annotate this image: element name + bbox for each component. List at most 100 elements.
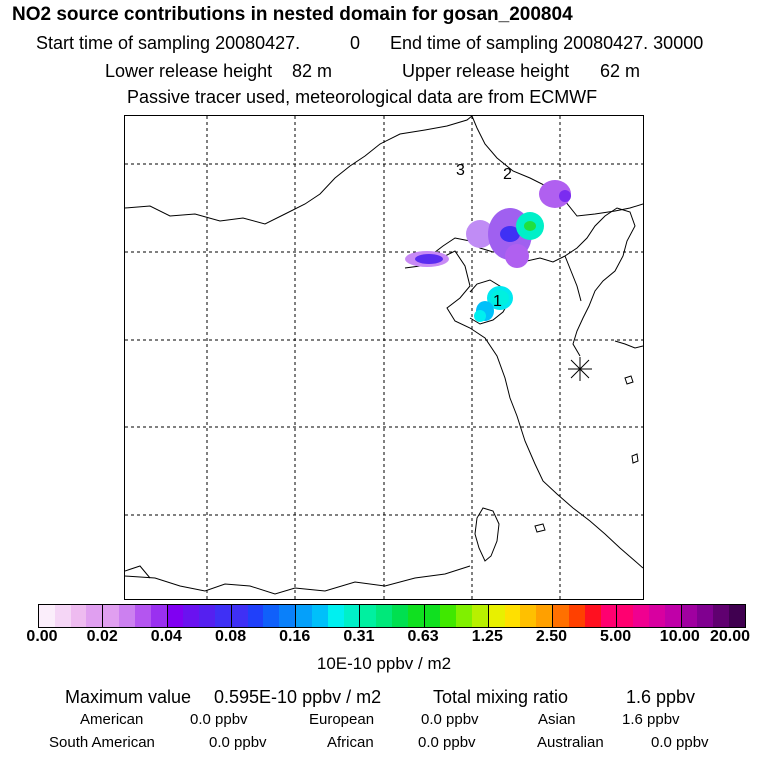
total-mixing-label: Total mixing ratio — [433, 687, 569, 707]
colorbar — [38, 604, 746, 628]
colorbar-swatch — [360, 605, 377, 627]
lower-release-value: 82 m — [292, 61, 333, 81]
colorbar-swatch — [617, 605, 634, 627]
colorbar-bin — [39, 605, 104, 627]
colorbar-bin — [231, 605, 297, 627]
colorbar-tick-label: 0.00 — [26, 628, 58, 645]
colorbar-tick-label: 0.16 — [279, 628, 311, 645]
colorbar-units: 10E-10 ppbv / m2 — [316, 654, 452, 673]
map-canvas: 3 2 1 — [125, 116, 643, 599]
colorbar-bin — [488, 605, 554, 627]
colorbar-swatch — [472, 605, 488, 627]
colorbar-swatch — [440, 605, 457, 627]
colorbar-swatch — [633, 605, 650, 627]
region-value: 0.0 ppbv — [418, 734, 476, 751]
upper-release-value: 62 m — [600, 61, 641, 81]
source-label-2: 2 — [503, 166, 512, 183]
colorbar-bin — [553, 605, 618, 627]
colorbar-tick-label: 20.00 — [709, 628, 751, 645]
colorbar-bin — [296, 605, 361, 627]
colorbar-swatch — [407, 605, 424, 627]
colorbar-tick-label: 1.25 — [471, 628, 503, 645]
colorbar-swatch — [424, 605, 441, 627]
upper-release-label: Upper release height — [402, 61, 570, 81]
region-value: 1.6 ppbv — [622, 711, 680, 728]
colorbar-swatch — [391, 605, 408, 627]
colorbar-swatch — [729, 605, 745, 627]
max-value-label: Maximum value — [65, 687, 192, 707]
colorbar-swatch — [456, 605, 473, 627]
info-line: Passive tracer used, meteorological data… — [127, 87, 598, 107]
colorbar-tick-label: 0.02 — [86, 628, 118, 645]
colorbar-swatch — [600, 605, 617, 627]
colorbar-swatch — [553, 605, 569, 627]
colorbar-swatch — [327, 605, 344, 627]
map-panel: 3 2 1 — [124, 115, 644, 600]
colorbar-swatch — [376, 605, 392, 627]
colorbar-bin — [617, 605, 682, 627]
colorbar-swatch — [713, 605, 730, 627]
colorbar-swatch — [247, 605, 264, 627]
colorbar-swatch — [520, 605, 537, 627]
colorbar-swatch — [697, 605, 714, 627]
colorbar-swatch — [279, 605, 296, 627]
colorbar-swatch — [214, 605, 231, 627]
colorbar-swatch — [119, 605, 135, 627]
region-value: 0.0 ppbv — [421, 711, 479, 728]
region-name: American — [80, 711, 144, 728]
colorbar-tick-label: 0.31 — [343, 628, 375, 645]
colorbar-bin — [681, 605, 745, 627]
colorbar-swatch — [167, 605, 184, 627]
colorbar-swatch — [199, 605, 215, 627]
colorbar-swatch — [231, 605, 248, 627]
region-name: South American — [49, 734, 155, 751]
colorbar-swatch — [103, 605, 120, 627]
colorbar-swatch — [296, 605, 312, 627]
colorbar-tick-label: 0.08 — [214, 628, 247, 645]
start-time-hour: 0 — [350, 33, 361, 53]
colorbar-tick-label: 0.04 — [150, 628, 182, 645]
end-time-label: End time of sampling 20080427. 30000 — [390, 33, 704, 53]
region-name: Asian — [538, 711, 576, 728]
max-value: 0.595E-10 ppbv / m2 — [214, 687, 382, 707]
colorbar-swatch — [681, 605, 698, 627]
colorbar-swatch — [263, 605, 280, 627]
colorbar-swatch — [311, 605, 328, 627]
colorbar-swatch — [664, 605, 681, 627]
colorbar-swatch — [54, 605, 71, 627]
colorbar-swatch — [649, 605, 665, 627]
asterisk-star-icon — [568, 357, 592, 381]
colorbar-swatch — [134, 605, 151, 627]
colorbar-tick-label: 2.50 — [535, 628, 568, 645]
source-labels: 3 2 1 — [456, 162, 512, 310]
total-mixing-value: 1.6 ppbv — [626, 687, 696, 707]
colorbar-bin — [424, 605, 489, 627]
concentration-plumes — [405, 180, 571, 322]
colorbar-tick-label: 0.63 — [407, 628, 439, 645]
colorbar-ticks: 0.00 0.02 0.04 0.08 0.16 0.31 0.63 1.25 2.50 5.00… — [0, 628, 768, 652]
region-value: 0.0 ppbv — [209, 734, 267, 751]
colorbar-swatch — [70, 605, 87, 627]
map-title: NO2 source contributions in nested domai… — [12, 4, 573, 25]
colorbar-tick-label: 10.00 — [659, 628, 700, 645]
colorbar-bin — [360, 605, 425, 627]
colorbar-swatch — [150, 605, 167, 627]
colorbar-swatch — [488, 605, 505, 627]
colorbar-swatch — [536, 605, 553, 627]
colorbar-swatch — [504, 605, 521, 627]
colorbar-tick-label: 5.00 — [600, 628, 632, 645]
colorbar-bin — [167, 605, 232, 627]
region-value: 0.0 ppbv — [651, 734, 709, 751]
region-name: European — [309, 711, 375, 728]
colorbar-swatch — [183, 605, 200, 627]
colorbar-swatch — [584, 605, 601, 627]
colorbar-swatch — [343, 605, 360, 627]
source-label-3: 3 — [456, 162, 465, 179]
source-label-1: 1 — [493, 293, 502, 310]
region-value: 0.0 ppbv — [190, 711, 248, 728]
region-name: African — [327, 734, 374, 751]
lower-release-label: Lower release height — [105, 61, 273, 81]
colorbar-swatch — [86, 605, 103, 627]
region-name: Australian — [537, 734, 604, 751]
colorbar-swatch — [568, 605, 585, 627]
